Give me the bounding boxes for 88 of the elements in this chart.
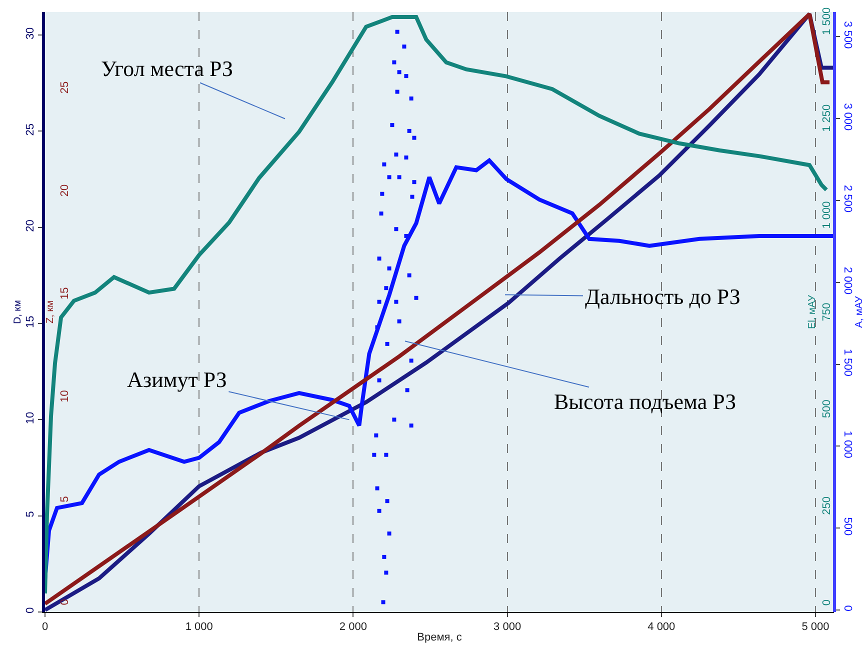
point xyxy=(409,358,414,363)
y-tick-label: 30 xyxy=(24,27,37,40)
point xyxy=(377,256,382,261)
point xyxy=(377,508,382,513)
point xyxy=(407,273,412,278)
y2-tick-label: 3 000 xyxy=(841,103,854,131)
y2-tick-label: 1 250 xyxy=(820,104,833,132)
y-tick-label: 15 xyxy=(24,316,37,328)
point xyxy=(384,286,388,290)
x-tick-label: 3 000 xyxy=(494,621,522,634)
point xyxy=(380,192,384,196)
y2-tick-label: 250 xyxy=(820,496,833,515)
point xyxy=(412,180,416,184)
y-tick-label: 20 xyxy=(58,184,71,197)
point xyxy=(404,74,408,78)
point xyxy=(375,486,380,490)
point xyxy=(404,155,408,160)
point xyxy=(390,123,394,128)
y2-tick-label: 750 xyxy=(820,302,833,322)
y-tick-label: 20 xyxy=(24,220,37,232)
point xyxy=(394,227,398,232)
y2-tick-label: 1 000 xyxy=(820,201,833,229)
y2-tick-label: 500 xyxy=(820,400,833,418)
x-tick-label: 1 000 xyxy=(185,621,213,634)
point xyxy=(395,90,400,94)
y2-tick-label: 1 500 xyxy=(820,7,833,35)
y2-tick-label: 1 000 xyxy=(841,430,854,458)
annotation: Дальность до РЗ xyxy=(585,284,740,309)
point xyxy=(385,342,390,346)
point xyxy=(409,96,414,101)
point xyxy=(397,319,402,324)
y-tick-label: 0 xyxy=(58,599,71,606)
x-tick-label: 4 000 xyxy=(648,621,676,634)
x-tick-label: 5 000 xyxy=(802,621,830,634)
y-axis-title: D, км xyxy=(12,300,24,324)
point xyxy=(387,532,392,536)
point xyxy=(387,266,392,270)
y-tick-label: 5 xyxy=(58,496,71,502)
annotation: Азимут РЗ xyxy=(127,367,227,392)
y2-tick-label: 500 xyxy=(841,517,854,536)
y-tick-label: 15 xyxy=(58,287,71,300)
x-axis-title: Время, с xyxy=(417,631,462,644)
y2-axis-title: A, мАУ xyxy=(854,296,865,328)
point xyxy=(404,234,408,238)
point xyxy=(387,175,392,180)
point xyxy=(382,162,386,166)
point xyxy=(397,70,402,74)
point xyxy=(394,152,398,157)
y-tick-label: 10 xyxy=(24,412,37,424)
x-tick-label: 0 xyxy=(42,621,48,634)
annotation: Угол места РЗ xyxy=(101,56,233,81)
y2-tick-label: 0 xyxy=(841,605,854,612)
point xyxy=(414,296,418,300)
annotation: Высота подъема РЗ xyxy=(554,389,736,414)
y2-tick-label: 3 500 xyxy=(841,21,854,49)
point xyxy=(407,128,412,133)
point xyxy=(377,300,382,304)
point xyxy=(405,388,410,392)
point xyxy=(412,136,416,140)
point xyxy=(374,433,378,438)
point xyxy=(397,175,402,180)
y-tick-label: 25 xyxy=(58,81,71,94)
y2-tick-label: 2 500 xyxy=(841,185,854,213)
y2-axis-title: El, мАУ xyxy=(806,294,818,329)
point xyxy=(410,194,414,199)
y-axis-title: Z, км xyxy=(44,300,56,324)
y-tick-label: 0 xyxy=(24,607,37,614)
x-tick-label: 2 000 xyxy=(339,621,367,634)
point xyxy=(382,554,386,559)
y-tick-label: 25 xyxy=(24,123,37,136)
point xyxy=(384,570,388,575)
point xyxy=(385,499,390,504)
point xyxy=(379,212,384,216)
y-tick-label: 5 xyxy=(24,511,37,518)
point xyxy=(381,600,386,604)
point xyxy=(377,378,382,382)
point xyxy=(394,300,398,304)
y2-tick-label: 2 000 xyxy=(841,266,854,294)
point xyxy=(392,418,396,422)
y2-tick-label: 0 xyxy=(820,600,833,606)
point xyxy=(392,60,396,64)
y2-tick-label: 1 500 xyxy=(841,348,854,376)
point xyxy=(409,424,414,428)
point xyxy=(402,44,406,49)
point xyxy=(384,452,388,457)
y-tick-label: 10 xyxy=(58,390,71,402)
point xyxy=(372,452,376,457)
point xyxy=(395,30,400,34)
